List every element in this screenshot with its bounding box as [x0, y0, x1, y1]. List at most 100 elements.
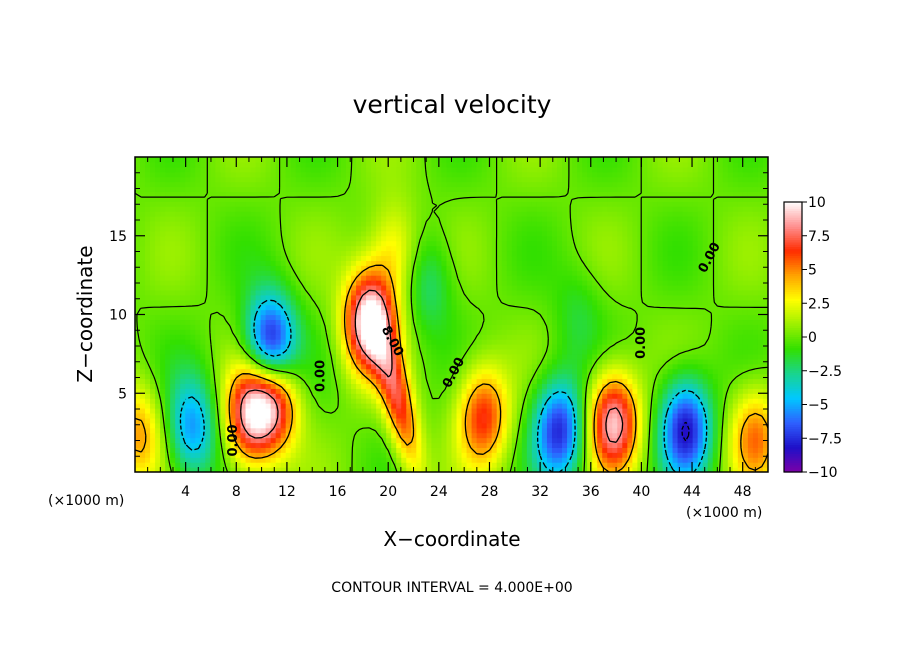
field-cell [416, 418, 422, 424]
field-cell [281, 162, 287, 168]
field-cell [145, 383, 151, 389]
field-cell [487, 182, 493, 188]
field-cell [155, 329, 161, 335]
field-cell [241, 319, 247, 325]
field-cell [266, 187, 272, 193]
field-cell [411, 285, 417, 291]
field-cell [311, 428, 317, 434]
field-cell [406, 187, 412, 193]
field-cell [371, 438, 377, 444]
field-cell [467, 177, 473, 183]
field-cell [205, 157, 211, 163]
field-cell [230, 364, 236, 370]
field-cell [306, 359, 312, 365]
field-cell [261, 329, 267, 335]
field-cell [205, 354, 211, 360]
field-cell [502, 231, 508, 237]
field-cell [140, 324, 146, 330]
field-cell [296, 300, 302, 306]
field-cell [230, 319, 236, 325]
field-cell [140, 329, 146, 335]
field-cell [195, 452, 201, 458]
field-cell [411, 182, 417, 188]
field-cell [346, 196, 352, 202]
field-cell [266, 280, 272, 286]
field-cell [512, 393, 518, 399]
field-cell [321, 339, 327, 345]
field-cell [261, 324, 267, 330]
field-cell [246, 255, 252, 261]
field-cell [336, 295, 342, 301]
field-cell [321, 349, 327, 355]
field-cell [150, 191, 156, 197]
field-cell [190, 388, 196, 394]
field-cell [472, 241, 478, 247]
field-cell [321, 201, 327, 207]
field-cell [467, 310, 473, 316]
field-cell [316, 423, 322, 429]
field-cell [436, 260, 442, 266]
field-cell [401, 280, 407, 286]
field-cell [230, 457, 236, 463]
field-cell [386, 280, 392, 286]
field-cell [150, 211, 156, 217]
field-cell [467, 388, 473, 394]
field-cell [386, 226, 392, 232]
field-cell [391, 393, 397, 399]
field-cell [215, 236, 221, 242]
field-cell [165, 236, 171, 242]
field-cell [306, 403, 312, 409]
field-cell [416, 275, 422, 281]
field-cell [441, 418, 447, 424]
field-cell [276, 438, 282, 444]
field-cell [361, 388, 367, 394]
field-cell [361, 177, 367, 183]
field-cell [507, 236, 513, 242]
field-cell [467, 413, 473, 419]
field-cell [135, 344, 141, 350]
field-cell [406, 162, 412, 168]
field-cell [281, 403, 287, 409]
field-cell [341, 236, 347, 242]
field-cell [246, 310, 252, 316]
field-cell [371, 305, 377, 311]
field-cell [497, 334, 503, 340]
field-cell [426, 428, 432, 434]
field-cell [256, 280, 262, 286]
field-cell [170, 403, 176, 409]
field-cell [441, 162, 447, 168]
field-cell [477, 290, 483, 296]
field-cell [200, 231, 206, 237]
field-cell [381, 191, 387, 197]
field-cell [431, 359, 437, 365]
field-cell [210, 255, 216, 261]
field-cell [190, 290, 196, 296]
field-cell [497, 182, 503, 188]
field-cell [175, 457, 181, 463]
field-cell [170, 275, 176, 281]
field-cell [225, 246, 231, 252]
field-cell [371, 403, 377, 409]
field-cell [225, 339, 231, 345]
field-cell [256, 201, 262, 207]
field-cell [421, 423, 427, 429]
field-cell [462, 226, 468, 232]
field-cell [331, 246, 337, 252]
field-cell [145, 339, 151, 345]
field-cell [497, 172, 503, 178]
field-cell [331, 260, 337, 266]
field-cell [401, 167, 407, 173]
field-cell [502, 270, 508, 276]
field-cell [446, 216, 452, 222]
field-cell [311, 413, 317, 419]
field-cell [185, 310, 191, 316]
field-cell [215, 221, 221, 227]
field-cell [316, 157, 322, 163]
field-cell [271, 260, 277, 266]
field-cell [416, 187, 422, 193]
field-cell [195, 310, 201, 316]
field-cell [336, 211, 342, 217]
field-cell [220, 172, 226, 178]
field-cell [431, 182, 437, 188]
field-cell [336, 378, 342, 384]
